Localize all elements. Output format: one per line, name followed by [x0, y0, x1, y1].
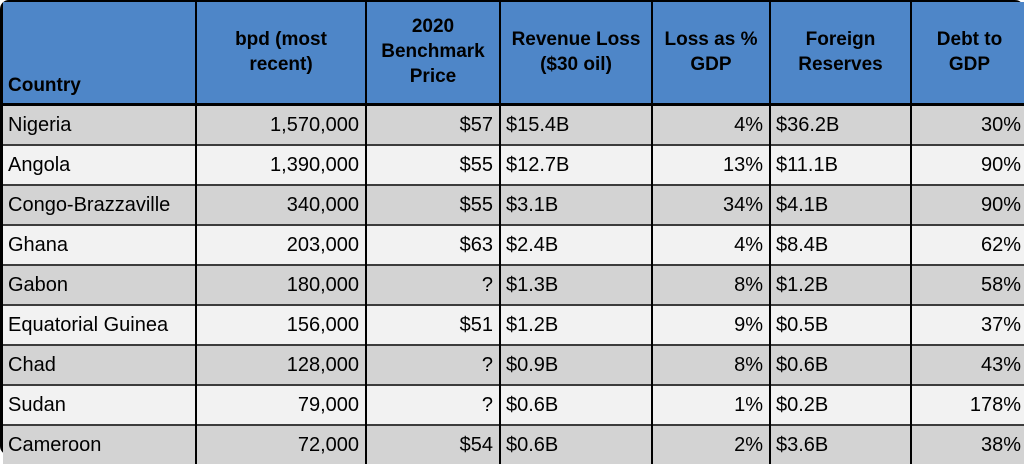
cell-benchmark-price: $54	[366, 425, 500, 464]
cell-foreign-reserves: $1.2B	[770, 265, 911, 305]
cell-revenue-loss: $0.9B	[500, 345, 652, 385]
column-header-debt-to-gdp: Debt to GDP	[911, 2, 1024, 105]
column-header-revenue-loss: Revenue Loss ($30 oil)	[500, 2, 652, 105]
cell-benchmark-price: $57	[366, 105, 500, 146]
cell-loss-pct-gdp: 2%	[652, 425, 770, 464]
cell-loss-pct-gdp: 1%	[652, 385, 770, 425]
cell-bpd: 72,000	[196, 425, 366, 464]
cell-loss-pct-gdp: 9%	[652, 305, 770, 345]
cell-benchmark-price: ?	[366, 265, 500, 305]
column-header-bpd: bpd (most recent)	[196, 2, 366, 105]
cell-benchmark-price: $55	[366, 145, 500, 185]
cell-debt-to-gdp: 90%	[911, 145, 1024, 185]
cell-loss-pct-gdp: 8%	[652, 265, 770, 305]
cell-loss-pct-gdp: 34%	[652, 185, 770, 225]
cell-country: Nigeria	[3, 105, 196, 146]
cell-benchmark-price: $51	[366, 305, 500, 345]
cell-country: Sudan	[3, 385, 196, 425]
cell-country: Gabon	[3, 265, 196, 305]
cell-revenue-loss: $0.6B	[500, 425, 652, 464]
cell-bpd: 340,000	[196, 185, 366, 225]
cell-bpd: 79,000	[196, 385, 366, 425]
cell-bpd: 1,570,000	[196, 105, 366, 146]
cell-country: Ghana	[3, 225, 196, 265]
cell-benchmark-price: $63	[366, 225, 500, 265]
cell-debt-to-gdp: 58%	[911, 265, 1024, 305]
cell-foreign-reserves: $3.6B	[770, 425, 911, 464]
cell-foreign-reserves: $0.5B	[770, 305, 911, 345]
cell-revenue-loss: $3.1B	[500, 185, 652, 225]
cell-revenue-loss: $1.3B	[500, 265, 652, 305]
cell-foreign-reserves: $11.1B	[770, 145, 911, 185]
cell-benchmark-price: ?	[366, 345, 500, 385]
cell-loss-pct-gdp: 4%	[652, 225, 770, 265]
cell-foreign-reserves: $4.1B	[770, 185, 911, 225]
cell-bpd: 156,000	[196, 305, 366, 345]
column-header-foreign-reserves: Foreign Reserves	[770, 2, 911, 105]
cell-revenue-loss: $1.2B	[500, 305, 652, 345]
cell-bpd: 1,390,000	[196, 145, 366, 185]
cell-bpd: 180,000	[196, 265, 366, 305]
cell-revenue-loss: $15.4B	[500, 105, 652, 146]
cell-benchmark-price: $55	[366, 185, 500, 225]
cell-foreign-reserves: $8.4B	[770, 225, 911, 265]
cell-foreign-reserves: $0.6B	[770, 345, 911, 385]
cell-country: Congo-Brazzaville	[3, 185, 196, 225]
cell-debt-to-gdp: 178%	[911, 385, 1024, 425]
cell-foreign-reserves: $36.2B	[770, 105, 911, 146]
cell-loss-pct-gdp: 8%	[652, 345, 770, 385]
cell-debt-to-gdp: 30%	[911, 105, 1024, 146]
column-header-country: Country	[3, 2, 196, 105]
cell-debt-to-gdp: 62%	[911, 225, 1024, 265]
cell-loss-pct-gdp: 13%	[652, 145, 770, 185]
cell-country: Chad	[3, 345, 196, 385]
cell-revenue-loss: $0.6B	[500, 385, 652, 425]
cell-country: Cameroon	[3, 425, 196, 464]
cell-benchmark-price: ?	[366, 385, 500, 425]
column-header-loss-pct-gdp: Loss as % GDP	[652, 2, 770, 105]
cell-revenue-loss: $12.7B	[500, 145, 652, 185]
cell-bpd: 128,000	[196, 345, 366, 385]
cell-country: Angola	[3, 145, 196, 185]
cell-debt-to-gdp: 43%	[911, 345, 1024, 385]
cell-loss-pct-gdp: 4%	[652, 105, 770, 146]
cell-debt-to-gdp: 90%	[911, 185, 1024, 225]
column-header-benchmark-price: 2020 Benchmark Price	[366, 2, 500, 105]
cell-debt-to-gdp: 38%	[911, 425, 1024, 464]
cell-country: Equatorial Guinea	[3, 305, 196, 345]
cell-foreign-reserves: $0.2B	[770, 385, 911, 425]
cell-bpd: 203,000	[196, 225, 366, 265]
cell-debt-to-gdp: 37%	[911, 305, 1024, 345]
cell-revenue-loss: $2.4B	[500, 225, 652, 265]
